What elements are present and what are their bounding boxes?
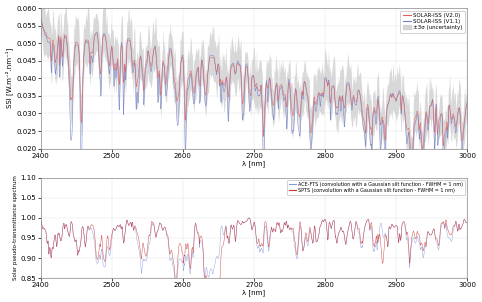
X-axis label: λ [nm]: λ [nm] bbox=[242, 290, 266, 297]
Legend: SOLAR-ISS (V2.0), SOLAR-ISS (V1.1), ±3σ (uncertainty): SOLAR-ISS (V2.0), SOLAR-ISS (V1.1), ±3σ … bbox=[400, 11, 465, 33]
Y-axis label: Solar pseudo-transmittance spectrum: Solar pseudo-transmittance spectrum bbox=[13, 175, 18, 280]
Y-axis label: SSI [W.m⁻².nm⁻¹]: SSI [W.m⁻².nm⁻¹] bbox=[6, 48, 13, 108]
Legend: ACE-FTS (convolution with a Gaussian slit function - FWHM = 1 nm), SPTS (convolu: ACE-FTS (convolution with a Gaussian sli… bbox=[287, 180, 465, 195]
X-axis label: λ [nm]: λ [nm] bbox=[242, 160, 266, 167]
